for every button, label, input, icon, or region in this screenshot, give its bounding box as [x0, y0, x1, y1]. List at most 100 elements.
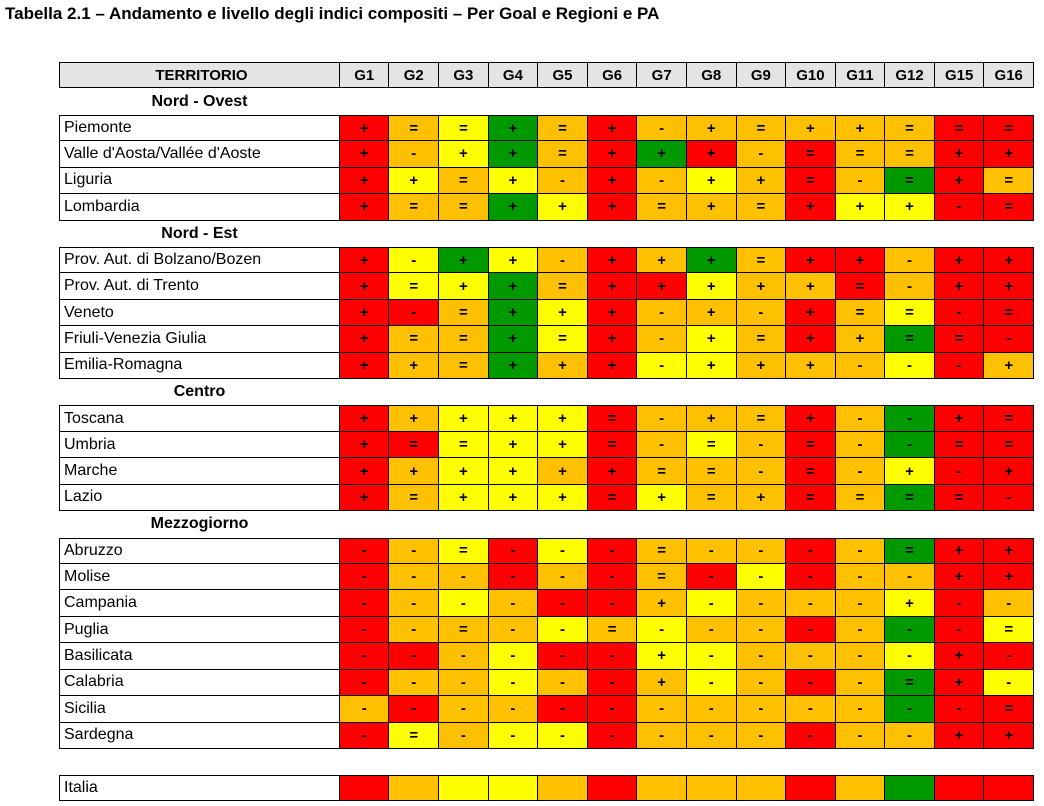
- goal-cell: =: [934, 114, 985, 142]
- goal-cell: =: [984, 405, 1034, 432]
- goal-cell: [736, 774, 787, 802]
- goal-cell: +: [786, 352, 836, 380]
- header-goal: G10: [786, 62, 836, 89]
- header-row: TERRITORIO G1 G2 G3 G4 G5 G6 G7 G8 G9 G10 G11 G12 G15…: [59, 62, 1034, 89]
- table-row: Sardegna - = - - - - - - - - - - + +: [59, 722, 1034, 749]
- goal-cell: +: [488, 431, 539, 459]
- goal-cell: -: [736, 458, 787, 485]
- goal-cell: -: [686, 669, 737, 697]
- region-name: Prov. Aut. di Trento: [59, 273, 340, 300]
- goal-cell: =: [389, 484, 440, 512]
- region-name: Veneto: [59, 299, 340, 327]
- goal-cell: =: [984, 431, 1034, 459]
- goal-cell: [488, 774, 539, 802]
- goal-cell: =: [736, 114, 787, 142]
- goal-cell: +: [339, 299, 390, 327]
- goal-cell: -: [786, 537, 836, 565]
- goal-cell: -: [389, 299, 440, 327]
- region-name: Friuli-Venezia Giulia: [59, 326, 340, 353]
- goal-cell: =: [389, 194, 440, 221]
- table-row: Friuli-Venezia Giulia + = = + = + - + = + + = = -: [59, 326, 1034, 353]
- header-goal: G15: [934, 62, 985, 89]
- region-name: Sicilia: [59, 696, 340, 723]
- goal-cell: [885, 774, 935, 802]
- goal-cell: =: [885, 299, 935, 327]
- goal-cell: -: [488, 537, 539, 565]
- goal-cell: -: [389, 616, 440, 644]
- goal-cell: -: [736, 431, 787, 459]
- goal-cell: -: [587, 643, 638, 670]
- header-goal: G6: [587, 62, 638, 89]
- goal-cell: +: [339, 326, 390, 353]
- goal-cell: -: [587, 537, 638, 565]
- goal-cell: +: [339, 458, 390, 485]
- goal-cell: +: [538, 299, 588, 327]
- header-goal: G2: [389, 62, 440, 89]
- header-goal: G5: [538, 62, 588, 89]
- goal-cell: +: [984, 246, 1034, 274]
- group-header: Mezzogiorno: [59, 511, 1034, 537]
- goal-cell: +: [686, 194, 737, 221]
- goal-cell: +: [587, 326, 638, 353]
- table-row: Sicilia - - - - - - - - - - - - - =: [59, 696, 1034, 723]
- goal-cell: =: [736, 326, 787, 353]
- header-goal: G11: [835, 62, 886, 89]
- goal-cell: [587, 774, 638, 802]
- goal-cell: +: [339, 352, 390, 380]
- goal-cell: +: [885, 590, 935, 617]
- table-row: Prov. Aut. di Trento + = + + = + + + + + = - + +: [59, 273, 1034, 300]
- goal-cell: -: [885, 643, 935, 670]
- goal-cell: -: [786, 643, 836, 670]
- goal-cell: -: [885, 564, 935, 591]
- goal-cell: [786, 774, 836, 802]
- goal-cell: -: [786, 564, 836, 591]
- goal-cell: +: [637, 643, 687, 670]
- goal-cell: -: [686, 616, 737, 644]
- goal-cell: -: [339, 696, 390, 723]
- goal-cell: +: [587, 458, 638, 485]
- goal-cell: +: [786, 246, 836, 274]
- goal-cell: =: [835, 484, 886, 512]
- goal-cell: -: [736, 590, 787, 617]
- goal-cell: -: [339, 643, 390, 670]
- region-name: Campania: [59, 590, 340, 617]
- goal-cell: -: [439, 722, 489, 749]
- goal-cell: -: [736, 564, 787, 591]
- goal-cell: -: [587, 564, 638, 591]
- goal-cell: +: [488, 114, 539, 142]
- goal-cell: [984, 774, 1034, 802]
- goal-cell: -: [587, 669, 638, 697]
- goal-cell: =: [934, 431, 985, 459]
- goal-cell: [439, 774, 489, 802]
- goal-cell: -: [538, 564, 588, 591]
- goal-cell: +: [686, 299, 737, 327]
- group-header: Centro: [59, 379, 1034, 405]
- indices-table: TERRITORIO G1 G2 G3 G4 G5 G6 G7 G8 G9 G10 G11 G12 G15…: [59, 62, 1034, 802]
- goal-cell: +: [686, 246, 737, 274]
- goal-cell: +: [538, 194, 588, 221]
- goal-cell: -: [488, 616, 539, 644]
- goal-cell: =: [538, 114, 588, 142]
- goal-cell: -: [389, 246, 440, 274]
- goal-cell: -: [835, 669, 886, 697]
- goal-cell: +: [934, 722, 985, 749]
- goal-cell: +: [786, 273, 836, 300]
- goal-cell: +: [736, 273, 787, 300]
- table-row: Lombardia + = = + + + = + = + + + - =: [59, 194, 1034, 221]
- goal-cell: =: [835, 141, 886, 168]
- goal-cell: =: [439, 114, 489, 142]
- goal-cell: -: [439, 669, 489, 697]
- goal-cell: +: [389, 405, 440, 432]
- goal-cell: -: [934, 696, 985, 723]
- goal-cell: +: [587, 246, 638, 274]
- goal-cell: +: [587, 273, 638, 300]
- goal-cell: =: [637, 564, 687, 591]
- goal-cell: -: [488, 564, 539, 591]
- goal-cell: +: [488, 405, 539, 432]
- goal-cell: -: [587, 696, 638, 723]
- goal-cell: +: [934, 141, 985, 168]
- header-goal: G1: [339, 62, 390, 89]
- goal-cell: =: [934, 484, 985, 512]
- goal-cell: =: [786, 167, 836, 195]
- goal-cell: -: [686, 564, 737, 591]
